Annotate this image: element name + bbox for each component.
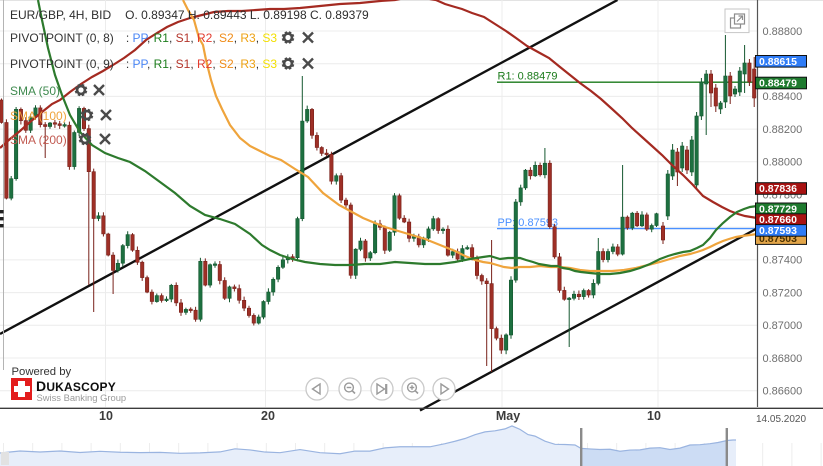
svg-text:0.88400: 0.88400 <box>763 91 803 103</box>
svg-text:14.05.2020: 14.05.2020 <box>756 414 806 425</box>
svg-text:0.87593: 0.87593 <box>759 225 797 237</box>
svg-text:0.87000: 0.87000 <box>763 320 803 332</box>
svg-text:0.88000: 0.88000 <box>763 157 803 169</box>
svg-text:0.86800: 0.86800 <box>763 353 803 365</box>
svg-text:0.87400: 0.87400 <box>763 255 803 267</box>
svg-text:0.87200: 0.87200 <box>763 287 803 299</box>
svg-text:0.88800: 0.88800 <box>763 26 803 38</box>
svg-text:0.86600: 0.86600 <box>763 386 803 398</box>
svg-text:0.88200: 0.88200 <box>763 124 803 136</box>
svg-text:0.88479: 0.88479 <box>759 78 797 90</box>
svg-text:0.87836: 0.87836 <box>759 183 797 195</box>
svg-text:20: 20 <box>261 409 275 423</box>
svg-text:0.87729: 0.87729 <box>759 203 797 215</box>
svg-text:0.88615: 0.88615 <box>759 56 797 68</box>
svg-text:10: 10 <box>647 409 661 423</box>
svg-text:10: 10 <box>99 409 113 423</box>
svg-text:PP: 0.87593: PP: 0.87593 <box>498 217 559 229</box>
svg-text:May: May <box>496 409 520 423</box>
svg-text:0.87660: 0.87660 <box>759 214 797 226</box>
svg-text:R1: 0.88479: R1: 0.88479 <box>498 71 558 83</box>
